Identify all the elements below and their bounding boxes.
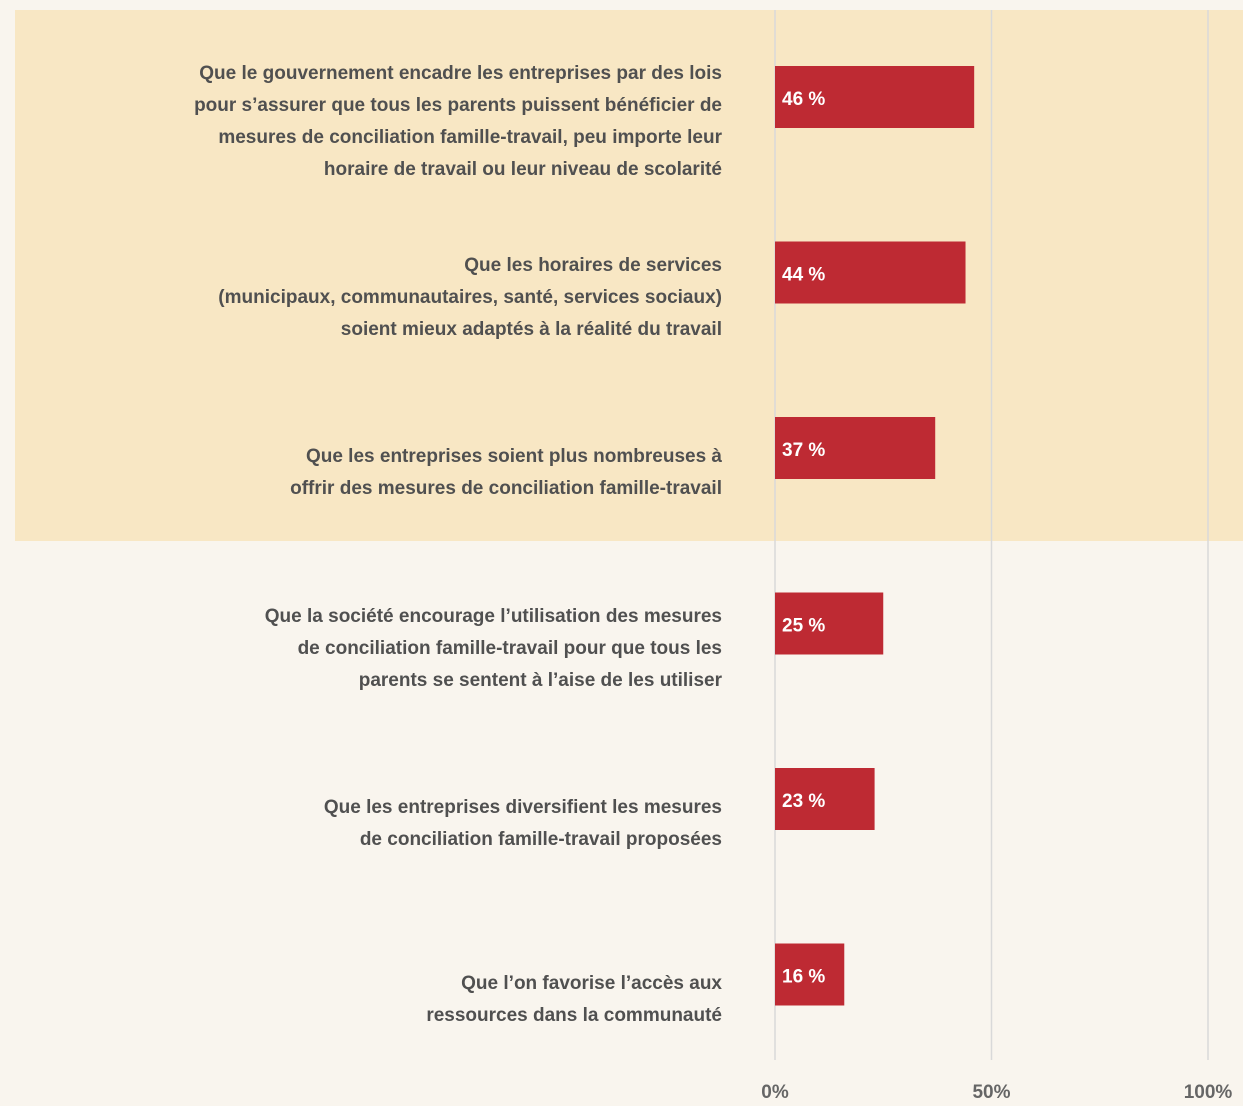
category-label: Que les horaires de services (municipaux… <box>218 254 722 340</box>
value-label: 16 % <box>782 967 825 988</box>
bar <box>775 943 845 1006</box>
value-label: 46 % <box>782 89 825 110</box>
bar <box>775 768 875 830</box>
x-tick-label: 0% <box>761 1082 789 1103</box>
x-tick-label: 100% <box>1184 1082 1233 1103</box>
value-label: 23 % <box>782 791 825 812</box>
value-label: 25 % <box>782 616 825 637</box>
x-tick-label: 50% <box>972 1082 1010 1103</box>
bar <box>775 592 884 655</box>
bar <box>775 241 966 304</box>
category-label: Que la société encourage l’utilisation d… <box>264 605 722 691</box>
highlight-band <box>15 10 1243 541</box>
bar <box>775 66 975 128</box>
value-label: 37 % <box>782 440 825 461</box>
category-label: Que les entreprises diversifient les mes… <box>323 797 722 850</box>
category-label: Que le gouvernement encadre les entrepri… <box>194 63 722 180</box>
category-label: Que les entreprises soient plus nombreus… <box>290 446 722 499</box>
value-label: 44 % <box>782 265 825 286</box>
bar <box>775 417 936 479</box>
category-label: Que l’on favorise l’accès aux ressources… <box>426 972 722 1026</box>
